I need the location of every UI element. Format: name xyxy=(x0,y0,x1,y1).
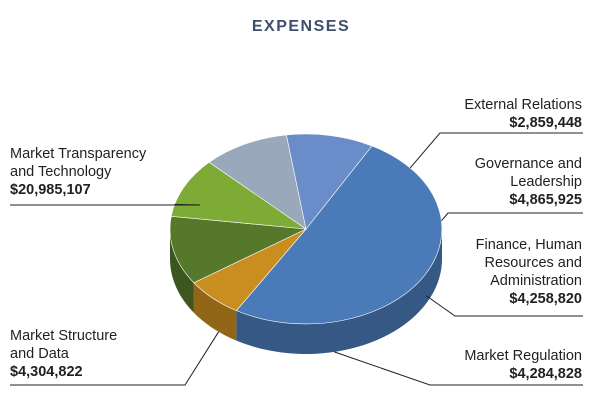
pie-slice xyxy=(286,133,373,230)
leader-line xyxy=(441,212,583,222)
slice-label: Market Regulation xyxy=(464,348,582,364)
pie-slice-side xyxy=(193,282,237,341)
slice-value: $4,258,820 xyxy=(509,291,582,307)
leader-line xyxy=(10,203,201,206)
slice-value: $2,859,448 xyxy=(509,115,582,131)
leader-line xyxy=(409,132,583,169)
pie-slice xyxy=(169,215,308,284)
label-market-structure: Market Structure and Data $4,304,822 xyxy=(10,327,117,381)
slice-value: $4,865,925 xyxy=(509,192,582,208)
leader-line xyxy=(334,351,583,386)
label-external-relations: External Relations $2,859,448 xyxy=(464,96,582,132)
label-market-regulation: Market Regulation $4,284,828 xyxy=(464,347,582,383)
slice-label: External Relations xyxy=(464,97,582,113)
label-market-transparency: Market Transparency and Technology $20,9… xyxy=(10,145,146,199)
slice-label: Governance and Leadership xyxy=(474,156,582,190)
pie-slice xyxy=(170,161,308,230)
leader-line xyxy=(10,331,220,386)
slice-value: $4,284,828 xyxy=(509,366,582,382)
slice-value: $20,985,107 xyxy=(10,182,91,198)
slice-label: Market Transparency and Technology xyxy=(10,146,147,180)
slice-label: Market Structure and Data xyxy=(10,328,118,362)
chart-title: EXPENSES xyxy=(251,18,351,35)
pie-slice-side xyxy=(236,229,442,354)
label-finance: Finance, Human Resources and Administrat… xyxy=(476,236,582,308)
leader-line xyxy=(425,295,583,317)
slice-value: $4,304,822 xyxy=(10,364,83,380)
slice-label: Finance, Human Resources and Administrat… xyxy=(475,237,582,289)
pie-slice-side xyxy=(170,229,194,313)
label-governance: Governance and Leadership $4,865,925 xyxy=(475,155,582,209)
pie-slice xyxy=(235,145,443,325)
pie-slice xyxy=(208,134,307,230)
